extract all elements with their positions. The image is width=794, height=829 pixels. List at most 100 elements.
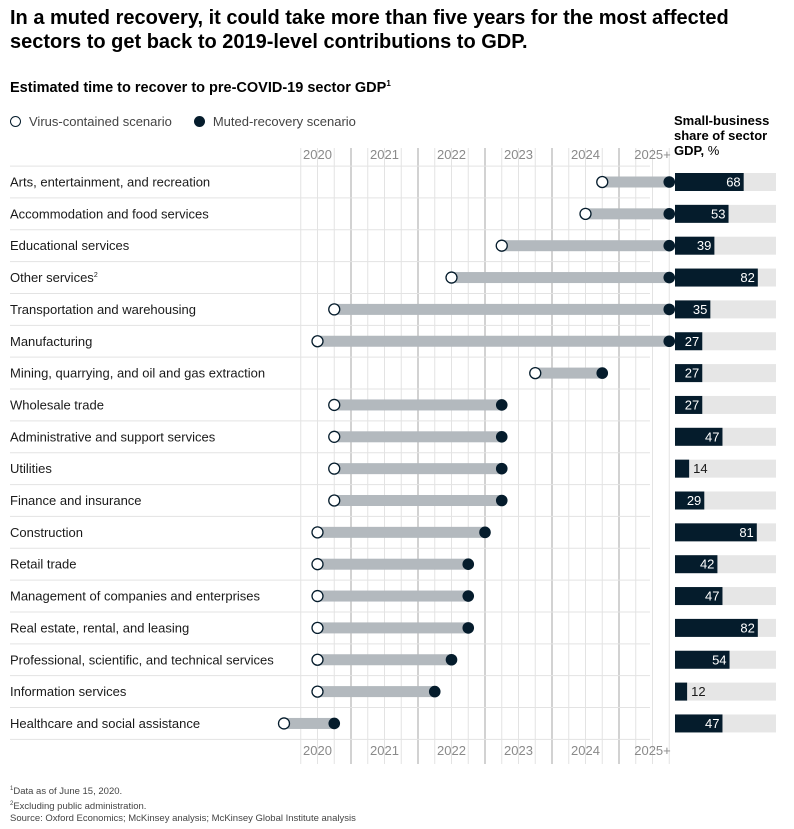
sector-label-text: Arts, entertainment, and recreation: [10, 175, 210, 190]
muted-recovery-marker: [495, 399, 508, 411]
sector-label: Information services: [10, 684, 127, 699]
sector-label-text: Utilities: [10, 461, 52, 476]
sector-label: Retail trade: [10, 557, 76, 572]
sector-label: Wholesale trade: [10, 397, 104, 412]
sector-label: Real estate, rental, and leasing: [10, 620, 189, 635]
share-value-label: 47: [705, 429, 719, 444]
share-bar-fill: [675, 618, 758, 637]
muted-recovery-marker: [495, 462, 508, 475]
virus-contained-marker: [311, 685, 324, 698]
sector-label: Mining, quarrying, and oil and gas extra…: [10, 366, 265, 381]
sector-label: Arts, entertainment, and recreation: [10, 175, 210, 190]
share-bar-fill: [675, 555, 718, 574]
x-tick-label-bottom: 2025+: [634, 743, 671, 758]
share-value-label: 68: [726, 175, 740, 190]
sector-label: Management of companies and enterprises: [10, 589, 261, 604]
sector-label-text: Accommodation and food services: [10, 206, 209, 221]
virus-contained-marker: [311, 335, 324, 348]
recovery-range-bar: [317, 654, 452, 666]
share-value-label: 42: [700, 557, 714, 572]
x-tick-label-top: 2022: [437, 147, 466, 162]
share-value-label: 12: [691, 684, 705, 699]
share-bar-fill: [675, 650, 730, 669]
virus-contained-marker: [596, 175, 609, 189]
share-value-label: 82: [740, 270, 754, 285]
muted-recovery-marker: [663, 271, 676, 284]
sector-label: Utilities: [10, 461, 52, 476]
sector-label: Educational services: [10, 238, 130, 253]
share-bar-fill: [675, 714, 723, 733]
recovery-range-bar: [334, 463, 502, 475]
sector-label-text: Healthcare and social assistance: [10, 716, 200, 731]
share-bar-fill: [675, 268, 758, 287]
sector-label-text: Other services: [10, 270, 94, 285]
sector-label-footnote: 2: [94, 272, 98, 279]
virus-contained-marker: [328, 430, 341, 443]
sector-label-text: Construction: [10, 525, 83, 540]
muted-recovery-marker: [663, 176, 676, 188]
sector-label: Manufacturing: [10, 334, 92, 349]
share-bar-fill: [675, 427, 723, 446]
share-bar-fill: [675, 236, 715, 255]
share-bar-fill: [675, 587, 723, 606]
sector-label-text: Retail trade: [10, 557, 76, 572]
share-bar-fill: [675, 395, 703, 414]
headline: In a muted recovery, it could take more …: [10, 7, 729, 53]
sector-label: Professional, scientific, and technical …: [10, 652, 274, 667]
share-bar-fill: [675, 364, 703, 383]
share-bar-fill: [675, 173, 744, 191]
share-value-label: 47: [705, 589, 719, 604]
sector-label-text: Real estate, rental, and leasing: [10, 620, 189, 635]
virus-contained-marker: [495, 239, 508, 252]
sector-label-text: Mining, quarrying, and oil and gas extra…: [10, 366, 265, 381]
subtitle-text: Estimated time to recover to pre-COVID-1…: [10, 79, 387, 96]
sector-label-text: Finance and insurance: [10, 493, 142, 508]
sector-label-text: Information services: [10, 684, 127, 699]
share-value-label: 14: [693, 461, 707, 476]
muted-recovery-marker: [663, 335, 676, 348]
share-value-label: 47: [705, 716, 719, 731]
recovery-range-bar: [284, 717, 335, 729]
recovery-range-bar: [317, 686, 435, 698]
recovery-chart: 2020 2020 2021 2021 2022 2022 2023 2023 2024 2024…: [10, 147, 776, 764]
virus-contained-marker: [445, 271, 458, 284]
share-value-label: 27: [685, 334, 699, 349]
share-value-label: 29: [687, 493, 701, 508]
x-tick-label-top: 2023: [504, 147, 533, 162]
subtitle-footnote-marker: 1: [386, 79, 391, 88]
muted-recovery-marker: [495, 494, 508, 507]
recovery-range-bar: [501, 240, 670, 252]
sector-label: Construction: [10, 525, 83, 540]
footnote-1: 1Data as of June 15, 2020.: [10, 783, 356, 798]
share-bar-fill: [675, 523, 757, 542]
chart-subtitle: Estimated time to recover to pre-COVID-1…: [10, 79, 391, 96]
sector-label-text: Wholesale trade: [10, 397, 104, 412]
footnote-2-marker: 2: [10, 801, 14, 808]
sector-label: Administrative and support services: [10, 429, 216, 444]
x-tick-label-bottom: 2022: [437, 743, 466, 758]
sector-label-text: Management of companies and enterprises: [10, 589, 261, 604]
share-bar-track: [675, 459, 776, 478]
share-bar-fill: [675, 459, 690, 478]
muted-recovery-marker: [663, 303, 676, 316]
recovery-range-bar: [334, 303, 670, 315]
x-tick-label-top: 2021: [370, 147, 399, 162]
share-value-label: 27: [685, 397, 699, 412]
sector-label: Transportation and warehousing: [10, 302, 196, 317]
recovery-range-bar: [451, 272, 670, 284]
x-tick-label-bottom: 2024: [571, 743, 600, 758]
virus-contained-marker: [311, 621, 324, 635]
virus-contained-marker: [328, 398, 341, 412]
virus-contained-marker: [311, 526, 324, 539]
x-tick-label-bottom: 2021: [370, 743, 399, 758]
muted-recovery-marker: [328, 717, 341, 730]
share-value-label: 27: [685, 366, 699, 381]
legend-muted-recovery: Muted-recovery scenario: [212, 114, 356, 129]
share-value-label: 81: [739, 525, 753, 540]
virus-contained-marker: [579, 207, 592, 221]
footnote-1-text: Data as of June 15, 2020.: [13, 786, 123, 798]
muted-recovery-marker: [663, 239, 676, 252]
x-tick-label-top: 2025+: [634, 147, 671, 162]
footnote-2: 2Excluding public administration.: [10, 798, 356, 813]
sector-label-text: Administrative and support services: [10, 429, 216, 444]
